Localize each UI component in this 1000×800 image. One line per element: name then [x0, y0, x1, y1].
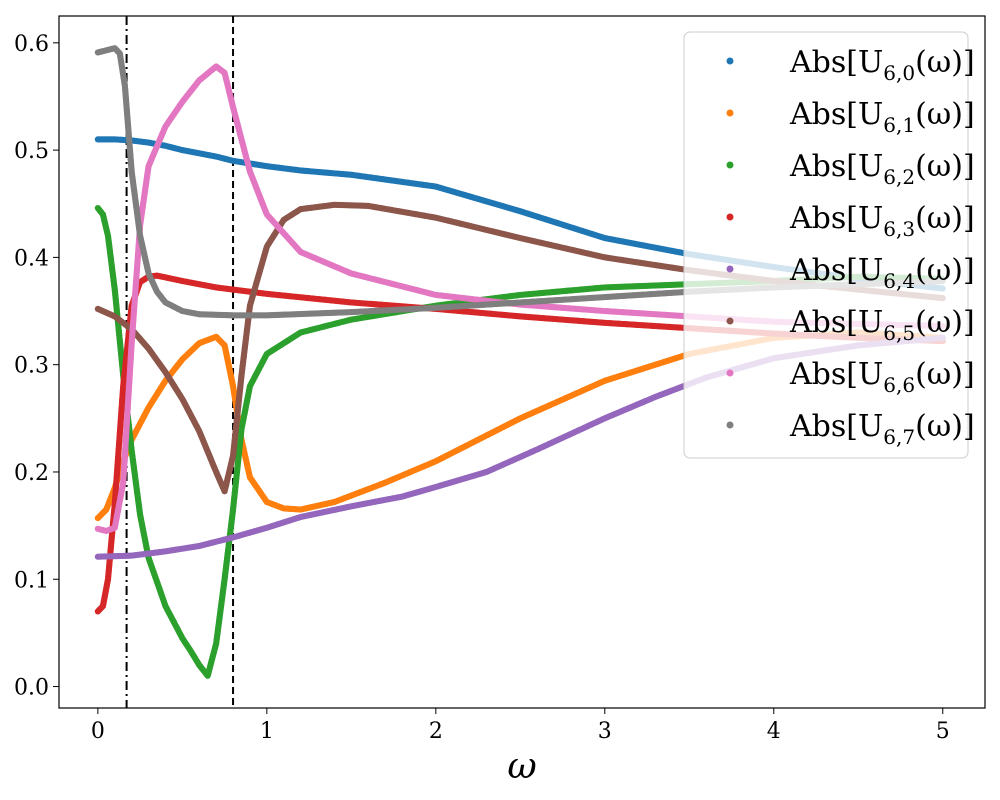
- series-0: [94, 136, 946, 292]
- series-1: [94, 329, 946, 522]
